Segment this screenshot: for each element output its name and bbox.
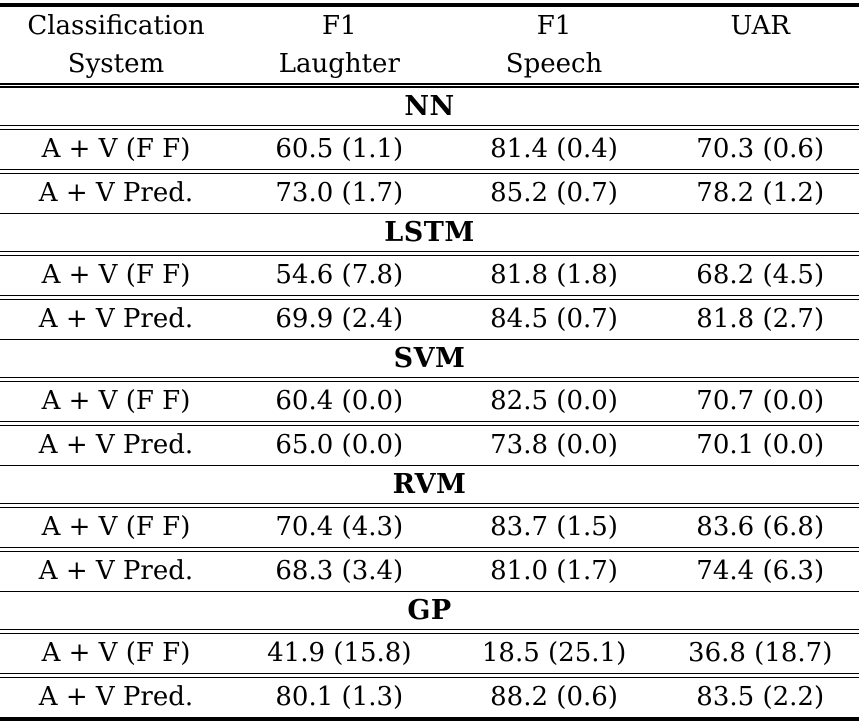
- rule-between-nn-rows: [0, 169, 859, 174]
- table-bottom-rule: [0, 717, 859, 721]
- table-row-nn-ff: A + V (F F) 60.5 (1.1) 81.4 (0.4) 70.3 (…: [0, 130, 859, 169]
- f1-speech-value: 82.5 (0.0): [490, 386, 618, 416]
- header-f1-speech-line1: F1: [536, 10, 572, 41]
- section-heading-lstm: LSTM: [384, 217, 475, 248]
- f1-speech-value: 88.2 (0.6): [490, 682, 618, 712]
- f1-laughter-value: 70.4 (4.3): [275, 512, 404, 542]
- uar-value: 70.1 (0.0): [696, 430, 825, 460]
- header-classification: Classification: [27, 10, 205, 41]
- rule-after-rvm: [0, 591, 859, 592]
- table-row-nn-pred: A + V Pred. 73.0 (1.7) 85.2 (0.7) 78.2 (…: [0, 174, 859, 213]
- rule-after-lstm: [0, 339, 859, 340]
- f1-speech-value: 18.5 (25.1): [481, 638, 627, 668]
- row-label: A + V (F F): [41, 638, 191, 668]
- f1-speech-value: 81.0 (1.7): [490, 556, 618, 586]
- rule-between-lstm-rows: [0, 295, 859, 300]
- table-row-svm-pred: A + V Pred. 65.0 (0.0) 73.8 (0.0) 70.1 (…: [0, 426, 859, 465]
- f1-speech-value: 73.8 (0.0): [490, 430, 618, 460]
- section-heading-svm: SVM: [393, 343, 466, 374]
- f1-speech-value: 81.8 (1.8): [490, 260, 618, 290]
- f1-laughter-value: 60.4 (0.0): [275, 386, 404, 416]
- row-label: A + V (F F): [41, 260, 191, 290]
- row-label: A + V Pred.: [38, 430, 194, 460]
- row-label: A + V Pred.: [38, 304, 194, 334]
- header-f1-laughter-line2: Laughter: [278, 48, 400, 79]
- f1-speech-value: 85.2 (0.7): [490, 178, 618, 208]
- row-label: A + V (F F): [41, 134, 191, 164]
- section-heading-nn: NN: [404, 91, 455, 122]
- row-label: A + V (F F): [41, 386, 191, 416]
- row-label: A + V Pred.: [38, 178, 194, 208]
- f1-laughter-value: 69.9 (2.4): [275, 304, 404, 334]
- table-row-rvm-ff: A + V (F F) 70.4 (4.3) 83.7 (1.5) 83.6 (…: [0, 508, 859, 547]
- uar-value: 36.8 (18.7): [688, 638, 833, 668]
- rule-after-gp-heading: [0, 629, 859, 634]
- f1-laughter-value: 65.0 (0.0): [275, 430, 404, 460]
- table-header-row-2: System Laughter Speech: [0, 45, 859, 83]
- f1-speech-value: 81.4 (0.4): [490, 134, 618, 164]
- uar-value: 78.2 (1.2): [696, 178, 825, 208]
- f1-laughter-value: 80.1 (1.3): [275, 682, 404, 712]
- f1-laughter-value: 41.9 (15.8): [267, 638, 412, 668]
- header-system: System: [67, 48, 165, 79]
- f1-laughter-value: 54.6 (7.8): [275, 260, 404, 290]
- f1-speech-value: 83.7 (1.5): [490, 512, 618, 542]
- header-f1-laughter-line1: F1: [322, 10, 357, 41]
- table-row-lstm-pred: A + V Pred. 69.9 (2.4) 84.5 (0.7) 81.8 (…: [0, 300, 859, 339]
- uar-value: 83.5 (2.2): [696, 682, 825, 712]
- row-label: A + V Pred.: [38, 556, 194, 586]
- rule-between-rvm-rows: [0, 547, 859, 552]
- row-label: A + V (F F): [41, 512, 191, 542]
- rule-after-svm: [0, 465, 859, 466]
- rule-after-nn-heading: [0, 125, 859, 130]
- rule-between-gp-rows: [0, 673, 859, 678]
- classification-results-table: Classification F1 F1 UAR System Laughter…: [0, 3, 859, 721]
- uar-value: 70.3 (0.6): [696, 134, 825, 164]
- section-heading-rvm: RVM: [392, 469, 467, 500]
- rule-after-rvm-heading: [0, 503, 859, 508]
- rule-between-svm-rows: [0, 421, 859, 426]
- rule-after-lstm-heading: [0, 251, 859, 256]
- rule-after-svm-heading: [0, 377, 859, 382]
- header-bottom-rule: [0, 82, 859, 88]
- uar-value: 70.7 (0.0): [696, 386, 825, 416]
- row-label: A + V Pred.: [38, 682, 194, 712]
- header-f1-speech-line2: Speech: [505, 48, 603, 79]
- table-header-row-1: Classification F1 F1 UAR: [0, 7, 859, 45]
- header-uar: UAR: [730, 10, 790, 41]
- uar-value: 81.8 (2.7): [696, 304, 825, 334]
- table-top-rule: [0, 3, 859, 7]
- f1-laughter-value: 73.0 (1.7): [275, 178, 404, 208]
- table-row-svm-ff: A + V (F F) 60.4 (0.0) 82.5 (0.0) 70.7 (…: [0, 382, 859, 421]
- table-row-gp-ff: A + V (F F) 41.9 (15.8) 18.5 (25.1) 36.8…: [0, 634, 859, 673]
- uar-value: 74.4 (6.3): [696, 556, 825, 586]
- rule-after-nn: [0, 213, 859, 214]
- table-row-gp-pred: A + V Pred. 80.1 (1.3) 88.2 (0.6) 83.5 (…: [0, 678, 859, 717]
- f1-speech-value: 84.5 (0.7): [490, 304, 618, 334]
- uar-value: 83.6 (6.8): [696, 512, 825, 542]
- header-uar-line2: [661, 45, 859, 83]
- table-row-rvm-pred: A + V Pred. 68.3 (3.4) 81.0 (1.7) 74.4 (…: [0, 552, 859, 591]
- f1-laughter-value: 60.5 (1.1): [275, 134, 404, 164]
- section-heading-gp: GP: [407, 595, 452, 626]
- f1-laughter-value: 68.3 (3.4): [275, 556, 404, 586]
- table-row-lstm-ff: A + V (F F) 54.6 (7.8) 81.8 (1.8) 68.2 (…: [0, 256, 859, 295]
- uar-value: 68.2 (4.5): [696, 260, 825, 290]
